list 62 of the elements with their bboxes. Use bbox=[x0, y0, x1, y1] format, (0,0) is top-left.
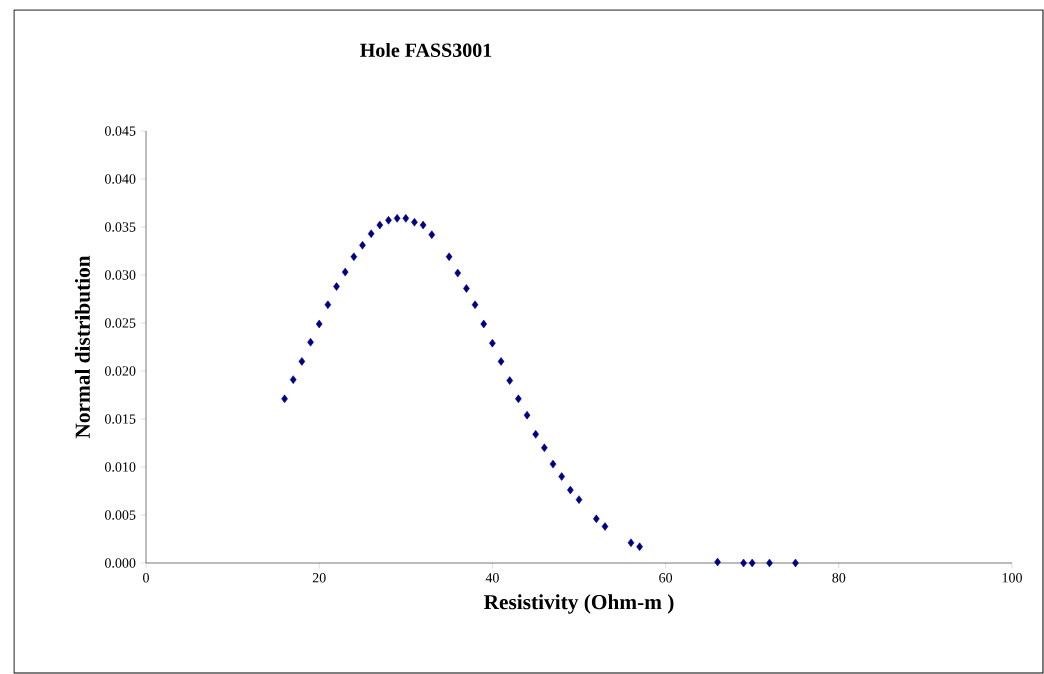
point bbox=[402, 214, 410, 223]
point bbox=[740, 558, 747, 568]
point bbox=[341, 267, 349, 277]
point bbox=[333, 282, 340, 291]
y-tick-label: 0.000 bbox=[104, 558, 136, 568]
point bbox=[523, 410, 531, 420]
point bbox=[454, 268, 462, 278]
y-tick-label: 0.010 bbox=[104, 462, 136, 472]
point bbox=[298, 357, 306, 366]
point bbox=[315, 319, 323, 329]
point bbox=[549, 459, 557, 469]
point bbox=[281, 394, 288, 404]
point bbox=[532, 430, 539, 439]
y-axis-title: Normal distribution bbox=[74, 255, 90, 439]
point bbox=[419, 220, 427, 230]
x-tick-label: 20 bbox=[312, 573, 326, 583]
y-tick-label: 0.040 bbox=[104, 174, 136, 184]
point bbox=[567, 485, 574, 495]
point bbox=[541, 443, 548, 453]
point bbox=[289, 375, 297, 384]
point bbox=[636, 542, 643, 551]
point bbox=[385, 216, 392, 225]
point bbox=[593, 514, 600, 524]
point bbox=[428, 230, 436, 239]
point bbox=[766, 558, 773, 568]
chart-title: Hole FASS3001 bbox=[360, 42, 492, 58]
x-tick-label: 60 bbox=[659, 573, 673, 583]
point bbox=[480, 319, 488, 329]
point bbox=[714, 557, 721, 567]
point bbox=[515, 394, 522, 404]
point bbox=[792, 558, 799, 568]
y-tick-label: 0.020 bbox=[104, 366, 136, 376]
point bbox=[627, 538, 635, 548]
point bbox=[445, 252, 453, 262]
point bbox=[558, 472, 565, 481]
point bbox=[359, 240, 366, 250]
point bbox=[601, 522, 609, 531]
x-tick-label: 40 bbox=[485, 573, 499, 583]
point bbox=[307, 337, 314, 347]
x-tick-label: 100 bbox=[1002, 573, 1022, 583]
x-tick-label: 80 bbox=[832, 573, 846, 583]
point bbox=[367, 229, 375, 238]
point bbox=[471, 300, 479, 310]
point bbox=[393, 214, 401, 223]
point bbox=[350, 252, 358, 262]
point bbox=[748, 558, 756, 568]
point bbox=[575, 495, 583, 504]
point bbox=[506, 376, 513, 385]
point bbox=[497, 357, 505, 366]
x-tick-label: 0 bbox=[143, 573, 149, 583]
x-axis-title: Resistivity (Ohm-m ) bbox=[483, 594, 674, 614]
point bbox=[489, 338, 496, 348]
y-tick-label: 0.035 bbox=[104, 222, 136, 232]
y-tick-label: 0.015 bbox=[104, 414, 136, 424]
point bbox=[324, 300, 332, 310]
y-tick-label: 0.045 bbox=[104, 126, 136, 136]
point bbox=[376, 220, 384, 230]
point bbox=[463, 284, 470, 293]
y-tick-label: 0.030 bbox=[104, 270, 136, 280]
point bbox=[411, 217, 418, 227]
y-tick-label: 0.025 bbox=[104, 318, 136, 328]
y-tick-label: 0.005 bbox=[104, 510, 136, 520]
